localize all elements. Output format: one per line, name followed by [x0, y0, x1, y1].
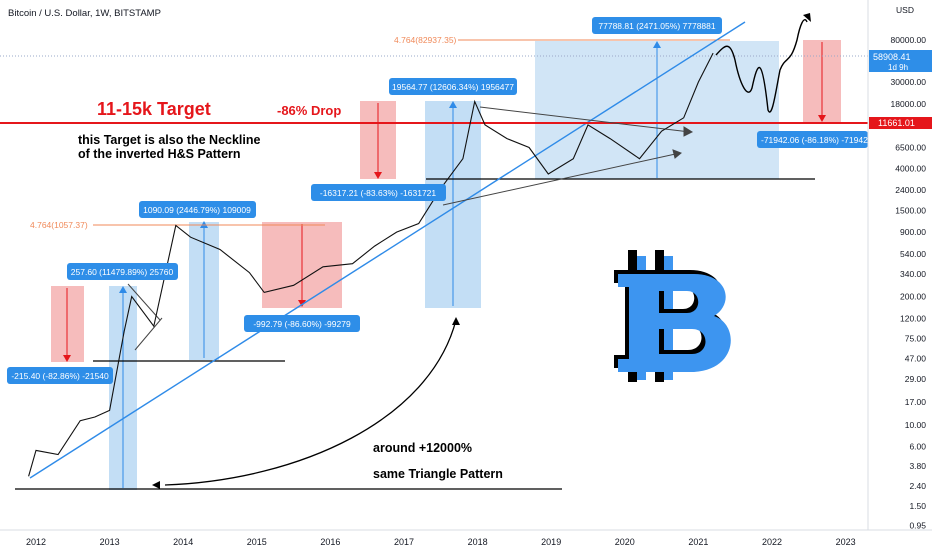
price-tick-label: 4000.00 — [895, 163, 926, 173]
measure-labels: 77788.81 (2471.05%) 7778881 19564.77 (12… — [7, 17, 878, 384]
measure-label-1: 77788.81 (2471.05%) 7778881 — [598, 21, 715, 31]
fib-top-label: 4.764(82937.35) — [394, 35, 457, 45]
time-tick-label: 2015 — [247, 537, 267, 547]
drop-label: -86% Drop — [277, 103, 341, 118]
projection-path — [715, 19, 808, 113]
price-tick-label: 6.00 — [909, 442, 926, 452]
projection-arrowhead — [803, 13, 811, 22]
price-tick-label: 10.00 — [905, 420, 927, 430]
bitcoin-logo — [614, 250, 731, 382]
price-tick-label: 47.00 — [905, 354, 927, 364]
target-title: 11-15k Target — [97, 99, 211, 119]
measure-label-5: -215.40 (-82.86%) -21540 — [11, 371, 109, 381]
price-tick-label: 1.50 — [909, 501, 926, 511]
time-tick-label: 2020 — [615, 537, 635, 547]
price-tick-label: 17.00 — [905, 397, 927, 407]
fib-mid-label: 4.764(1057.37) — [30, 220, 88, 230]
arrowhead-up — [452, 317, 460, 325]
support-lines — [15, 178, 815, 490]
time-tick-label: 2022 — [762, 537, 782, 547]
price-tick-label: 1500.00 — [895, 205, 926, 215]
price-axis[interactable]: 80000.0050000.0030000.0018000.0011000.00… — [867, 0, 932, 531]
price-tick-label: 75.00 — [905, 334, 927, 344]
neckline-text-1: this Target is also the Neckline — [78, 133, 261, 147]
measure-label-7: -16317.21 (-83.63%) -1631721 — [320, 188, 437, 198]
measure-label-6: -992.79 (-86.60%) -99279 — [253, 319, 351, 329]
time-tick-label: 2021 — [688, 537, 708, 547]
price-tick-label: 18000.00 — [891, 99, 927, 109]
price-tick-label: 30000.00 — [891, 77, 927, 87]
box-arrows — [63, 41, 826, 488]
time-tick-label: 2017 — [394, 537, 414, 547]
price-tick-label: 6500.00 — [895, 142, 926, 152]
current-price-badge — [869, 50, 932, 72]
price-tick-label: 200.00 — [900, 292, 926, 302]
target-price-badge — [869, 117, 932, 129]
price-tick-label: 340.00 — [900, 269, 926, 279]
target-price-value: 11661.01 — [878, 118, 915, 128]
price-tick-label: 540.00 — [900, 249, 926, 259]
measure-label-8: -71942.06 (-86.18%) -7194206 — [761, 135, 878, 145]
price-tick-label: 2400.00 — [895, 185, 926, 195]
price-tick-label: 80000.00 — [891, 35, 927, 45]
price-tick-label: 0.95 — [909, 521, 926, 531]
time-tick-label: 2019 — [541, 537, 561, 547]
price-tick-label: 2.40 — [909, 481, 926, 491]
curved-arrow-up — [164, 319, 457, 486]
price-tick-label: 900.00 — [900, 227, 926, 237]
arrowhead-left — [152, 481, 160, 489]
time-axis[interactable]: 2012 2013 2014 2015 2016 2017 2018 2019 2020 2021… — [0, 529, 932, 550]
price-tick-label: 120.00 — [900, 313, 926, 323]
title-text: Bitcoin / U.S. Dollar, 1W, BITSTAMP — [8, 8, 161, 19]
measure-label-2: 19564.77 (12606.34%) 1956477 — [392, 82, 514, 92]
time-tick-label: 2013 — [100, 537, 120, 547]
around-text: around +12000% — [373, 441, 472, 455]
triangle-lines — [127, 106, 694, 351]
price-series-line — [28, 52, 714, 477]
current-price-sub: 1d 9h — [888, 63, 908, 72]
time-tick-label: 2018 — [468, 537, 488, 547]
neckline-text-2: of the inverted H&S Pattern — [78, 147, 241, 161]
time-tick-label: 2012 — [26, 537, 46, 547]
current-price-value: 58908.41 — [873, 52, 911, 62]
measure-label-3: 1090.09 (2446.79%) 109009 — [143, 205, 251, 215]
price-tick-label: 3.80 — [909, 461, 926, 471]
measure-label-4: 257.60 (11479.89%) 25760 — [71, 267, 174, 277]
time-tick-label: 2023 — [836, 537, 856, 547]
time-tick-label: 2016 — [320, 537, 340, 547]
triangle-text: same Triangle Pattern — [373, 467, 503, 481]
time-tick-label: 2014 — [173, 537, 193, 547]
long-term-trendline — [29, 21, 746, 479]
fib-lines — [0, 39, 868, 226]
price-axis-currency: USD — [896, 5, 914, 15]
price-tick-label: 29.00 — [905, 374, 927, 384]
